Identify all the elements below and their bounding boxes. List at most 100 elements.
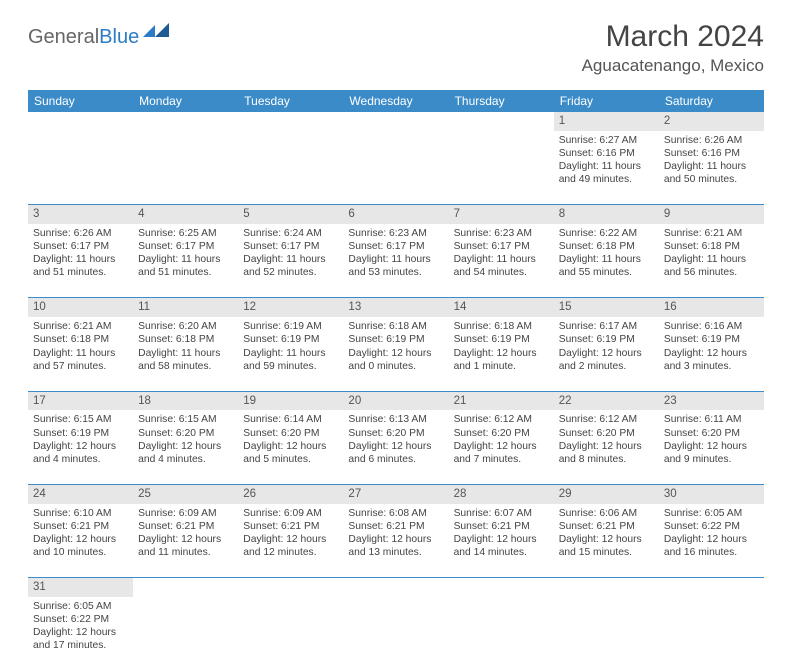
- sunrise-text: Sunrise: 6:16 AM: [664, 320, 759, 333]
- sunset-text: Sunset: 6:20 PM: [138, 427, 233, 440]
- day-cell: [554, 597, 659, 671]
- day-cell: Sunrise: 6:10 AMSunset: 6:21 PMDaylight:…: [28, 504, 133, 578]
- sunrise-text: Sunrise: 6:27 AM: [559, 134, 654, 147]
- daylight-text: Daylight: 12 hours and 12 minutes.: [243, 533, 338, 559]
- sunset-text: Sunset: 6:17 PM: [454, 240, 549, 253]
- sunrise-text: Sunrise: 6:10 AM: [33, 507, 128, 520]
- daylight-text: Daylight: 12 hours and 5 minutes.: [243, 440, 338, 466]
- day-cell: [449, 597, 554, 671]
- daylight-text: Daylight: 12 hours and 11 minutes.: [138, 533, 233, 559]
- sunset-text: Sunset: 6:20 PM: [348, 427, 443, 440]
- day-number-cell: 5: [238, 205, 343, 224]
- sunrise-text: Sunrise: 6:09 AM: [138, 507, 233, 520]
- day-cell: [659, 597, 764, 671]
- sunset-text: Sunset: 6:19 PM: [454, 333, 549, 346]
- logo-text: GeneralBlue: [28, 26, 139, 49]
- day-content-row: Sunrise: 6:26 AM Sunset: 6:17 PM Daylight:…: [28, 224, 764, 298]
- day-number-cell: 14: [449, 298, 554, 317]
- sunset-text: Sunset: 6:16 PM: [559, 147, 654, 160]
- day-number-cell: 21: [449, 391, 554, 410]
- day-number-cell: 18: [133, 391, 238, 410]
- header: GeneralBlue March 2024 Aguacatenango, Me…: [28, 20, 764, 76]
- daylight-text: Daylight: 12 hours and 0 minutes.: [348, 347, 443, 373]
- sunrise-text: Sunrise: 6:25 AM: [138, 227, 233, 240]
- sunset-text: Sunset: 6:19 PM: [33, 427, 128, 440]
- day-cell: Sunrise: 6:09 AMSunset: 6:21 PMDaylight:…: [133, 504, 238, 578]
- month-title: March 2024: [582, 20, 764, 54]
- daylight-text: Daylight: 12 hours and 14 minutes.: [454, 533, 549, 559]
- logo-flag-icon: [143, 23, 171, 46]
- day-number-cell: 16: [659, 298, 764, 317]
- day-cell: Sunrise: 6:27 AMSunset: 6:16 PMDaylight:…: [554, 131, 659, 205]
- day-number-cell: 26: [238, 484, 343, 503]
- day-number-cell: [659, 578, 764, 597]
- sunrise-text: Sunrise: 6:17 AM: [559, 320, 654, 333]
- day-cell: Sunrise: 6:18 AMSunset: 6:19 PMDaylight:…: [343, 317, 448, 391]
- daylight-text: Daylight: 11 hours and 51 minutes.: [33, 253, 128, 279]
- sunrise-text: Sunrise: 6:15 AM: [33, 413, 128, 426]
- day-cell: Sunrise: 6:20 AMSunset: 6:18 PMDaylight:…: [133, 317, 238, 391]
- day-content-row: Sunrise: 6:27 AMSunset: 6:16 PMDaylight:…: [28, 131, 764, 205]
- daynum-row: 12: [28, 112, 764, 131]
- day-number-cell: [343, 578, 448, 597]
- day-cell: Sunrise: 6:08 AMSunset: 6:21 PMDaylight:…: [343, 504, 448, 578]
- sunset-text: Sunset: 6:19 PM: [664, 333, 759, 346]
- day-header: Saturday: [659, 90, 764, 112]
- day-number-cell: [554, 578, 659, 597]
- day-number-cell: [449, 578, 554, 597]
- sunrise-text: Sunrise: 6:12 AM: [559, 413, 654, 426]
- daylight-text: Daylight: 11 hours and 50 minutes.: [664, 160, 759, 186]
- day-number-cell: [28, 112, 133, 131]
- day-number-cell: 17: [28, 391, 133, 410]
- sunrise-text: Sunrise: 6:15 AM: [138, 413, 233, 426]
- sunset-text: Sunset: 6:16 PM: [664, 147, 759, 160]
- day-number-cell: 31: [28, 578, 133, 597]
- day-number-cell: [133, 578, 238, 597]
- day-number-cell: 13: [343, 298, 448, 317]
- sunrise-text: Sunrise: 6:26 AM: [33, 227, 128, 240]
- day-cell: Sunrise: 6:26 AMSunset: 6:16 PMDaylight:…: [659, 131, 764, 205]
- daylight-text: Daylight: 11 hours and 51 minutes.: [138, 253, 233, 279]
- sunrise-text: Sunrise: 6:23 AM: [348, 227, 443, 240]
- day-cell: Sunrise: 6:26 AMSunset: 6:17 PMDaylight:…: [28, 224, 133, 298]
- day-number-cell: 8: [554, 205, 659, 224]
- sunrise-text: Sunrise: 6:09 AM: [243, 507, 338, 520]
- sunset-text: Sunset: 6:20 PM: [243, 427, 338, 440]
- day-number-cell: 29: [554, 484, 659, 503]
- logo: GeneralBlue: [28, 20, 171, 49]
- day-number-cell: 4: [133, 205, 238, 224]
- day-cell: Sunrise: 6:21 AMSunset: 6:18 PMDaylight:…: [659, 224, 764, 298]
- day-cell: Sunrise: 6:24 AMSunset: 6:17 PMDaylight:…: [238, 224, 343, 298]
- sunset-text: Sunset: 6:22 PM: [664, 520, 759, 533]
- day-cell: [449, 131, 554, 205]
- day-cell: [238, 131, 343, 205]
- day-cell: Sunrise: 6:13 AMSunset: 6:20 PMDaylight:…: [343, 410, 448, 484]
- daylight-text: Daylight: 12 hours and 2 minutes.: [559, 347, 654, 373]
- daylight-text: Daylight: 12 hours and 15 minutes.: [559, 533, 654, 559]
- day-cell: Sunrise: 6:23 AMSunset: 6:17 PMDaylight:…: [343, 224, 448, 298]
- day-cell: Sunrise: 6:09 AMSunset: 6:21 PMDaylight:…: [238, 504, 343, 578]
- title-block: March 2024 Aguacatenango, Mexico: [582, 20, 764, 76]
- day-cell: Sunrise: 6:18 AMSunset: 6:19 PMDaylight:…: [449, 317, 554, 391]
- day-cell: Sunrise: 6:15 AMSunset: 6:20 PMDaylight:…: [133, 410, 238, 484]
- sunset-text: Sunset: 6:18 PM: [664, 240, 759, 253]
- day-cell: Sunrise: 6:07 AMSunset: 6:21 PMDaylight:…: [449, 504, 554, 578]
- daylight-text: Daylight: 11 hours and 55 minutes.: [559, 253, 654, 279]
- day-cell: Sunrise: 6:16 AMSunset: 6:19 PMDaylight:…: [659, 317, 764, 391]
- day-number-cell: [238, 578, 343, 597]
- day-cell: Sunrise: 6:14 AMSunset: 6:20 PMDaylight:…: [238, 410, 343, 484]
- sunrise-text: Sunrise: 6:05 AM: [33, 600, 128, 613]
- day-cell: Sunrise: 6:11 AMSunset: 6:20 PMDaylight:…: [659, 410, 764, 484]
- daylight-text: Daylight: 11 hours and 49 minutes.: [559, 160, 654, 186]
- daylight-text: Daylight: 11 hours and 58 minutes.: [138, 347, 233, 373]
- sunset-text: Sunset: 6:20 PM: [454, 427, 549, 440]
- sunset-text: Sunset: 6:21 PM: [559, 520, 654, 533]
- sunrise-text: Sunrise: 6:19 AM: [243, 320, 338, 333]
- day-cell: [133, 597, 238, 671]
- sunset-text: Sunset: 6:20 PM: [559, 427, 654, 440]
- day-content-row: Sunrise: 6:05 AMSunset: 6:22 PMDaylight:…: [28, 597, 764, 671]
- day-number-cell: [343, 112, 448, 131]
- sunrise-text: Sunrise: 6:21 AM: [664, 227, 759, 240]
- day-cell: [238, 597, 343, 671]
- day-cell: Sunrise: 6:23 AMSunset: 6:17 PMDaylight:…: [449, 224, 554, 298]
